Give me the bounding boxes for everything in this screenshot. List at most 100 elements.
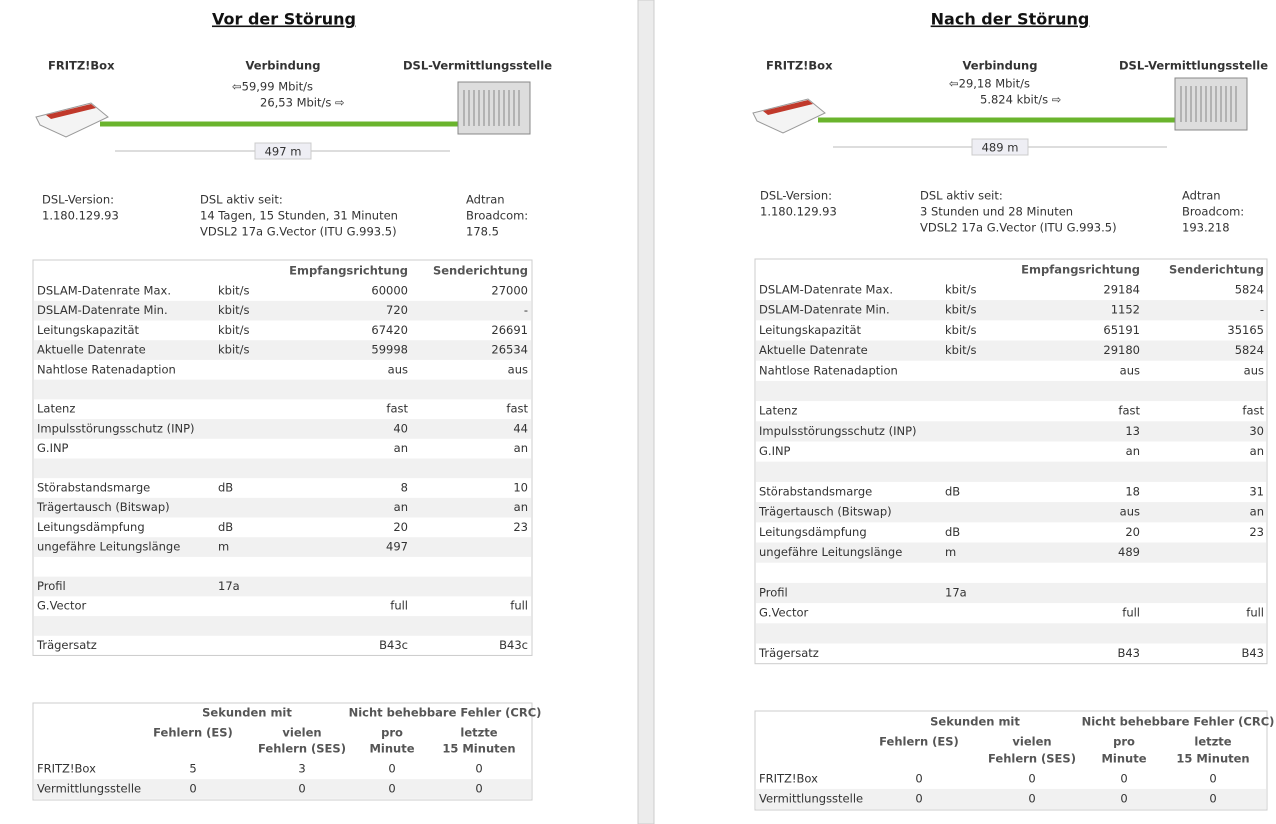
exchange-label: DSL-Vermittlungsstelle [1119,59,1268,73]
router-icon [752,98,826,134]
column-header: letzte [1194,735,1231,749]
info-text: Adtran [1182,189,1221,203]
column-header: vielen [1012,735,1051,749]
table-cell: kbit/s [945,283,977,297]
distance-box [254,142,312,160]
connection-label: Verbindung [246,59,321,73]
table-cell: Trägertausch (Bitswap) [758,505,892,519]
row-bg [34,340,531,360]
info-text: VDSL2 17a G.Vector (ITU G.993.5) [200,225,397,239]
table-cell: aus [508,362,528,376]
table-cell: aus [1120,363,1140,377]
column-header: Fehlern (ES) [879,735,959,749]
table-cell: fast [1242,404,1264,418]
table-cell: Latenz [759,404,797,418]
downstream-rate: ⇦59,99 Mbit/s [232,80,313,94]
table-cell: Trägersatz [758,646,819,660]
info-text: VDSL2 17a G.Vector (ITU G.993.5) [920,221,1117,235]
exchange-label: DSL-Vermittlungsstelle [403,59,552,73]
info-text: Adtran [466,193,505,207]
table-cell: an [514,500,528,514]
table-cell: 489 [1118,545,1140,559]
table-cell: full [1122,606,1140,620]
column-header: Senderichtung [1169,263,1264,277]
info-text: DSL aktiv seit: [920,189,1003,203]
table-cell: fast [1118,404,1140,418]
errors-cell: 0 [1209,772,1216,786]
group-header: Sekunden mit [202,706,292,720]
table-cell: aus [1120,505,1140,519]
column-header: pro [1113,735,1135,749]
row-bg [756,340,1266,361]
table-cell: dB [218,520,233,534]
errors-cell: 0 [189,782,196,796]
info-text: 3 Stunden und 28 Minuten [920,205,1073,219]
table-cell: 13 [1125,424,1140,438]
table-cell: 67420 [371,323,408,337]
table-cell: G.INP [759,444,791,458]
table-cell: 40 [393,421,408,435]
row-bg [34,576,531,597]
table-cell: Leitungskapazität [759,323,861,337]
upstream-rate: 26,53 Mbit/s ⇨ [260,96,345,110]
column-header: 15 Minuten [1176,752,1249,766]
errors-cell: Vermittlungsstelle [37,782,141,796]
row-bg [756,461,1266,482]
table-cell: G.Vector [37,599,86,613]
device-label: FRITZ!Box [48,59,115,73]
table-cell: m [945,545,956,559]
errors-cell: 0 [1028,792,1035,806]
errors-cell: 3 [298,762,305,776]
table-cell: full [1246,606,1264,620]
table-cell: an [394,500,408,514]
router-icon [35,102,109,138]
table-cell: 720 [386,303,408,317]
table-cell: 10 [513,481,528,495]
column-header: Fehlern (ES) [153,726,233,740]
table-cell: 5824 [1235,343,1264,357]
table-cell: 59998 [371,343,408,357]
table-cell: kbit/s [218,284,250,298]
row-bg [34,779,531,799]
panel-title: Nach der Störung [931,10,1090,29]
distance-label: 497 m [265,145,302,159]
row-bg [756,421,1266,442]
table-cell: 31 [1249,485,1264,499]
column-header: Empfangsrichtung [1021,263,1140,277]
table-cell: an [1250,444,1264,458]
table-cell: 5824 [1235,283,1264,297]
table-cell: DSLAM-Datenrate Min. [759,303,890,317]
errors-cell: 0 [388,762,395,776]
table-cell: an [514,441,528,455]
table-cell: full [390,599,408,613]
info-text: 178.5 [466,225,499,239]
upstream-rate: 5.824 kbit/s ⇨ [980,93,1062,107]
table-cell: aus [1244,363,1264,377]
table-cell: B43 [1117,646,1140,660]
info-text: 1.180.129.93 [760,205,837,219]
table-cell: 26691 [491,323,528,337]
table-cell: 20 [1125,525,1140,539]
info-text: 193.218 [1182,221,1230,235]
table-cell: kbit/s [945,343,977,357]
errors-cell: FRITZ!Box [759,772,818,786]
panel-title: Vor der Störung [212,10,356,29]
column-header: 15 Minuten [442,742,515,756]
table-cell: Leitungsdämpfung [759,525,867,539]
table-cell: aus [388,362,408,376]
router-stripe [763,100,813,115]
table-cell: an [1126,444,1140,458]
table-cell: 65191 [1103,323,1140,337]
row-bg [756,788,1266,810]
row-bg [756,582,1266,604]
table-cell: 17a [945,586,967,600]
table-cell: 26534 [491,343,528,357]
column-header: Minute [1101,752,1146,766]
table-cell: 23 [513,520,528,534]
table-cell: Latenz [37,402,75,416]
table-cell: - [524,303,528,317]
table-cell: 23 [1249,525,1264,539]
row-bg [34,458,531,479]
table-cell: kbit/s [945,323,977,337]
row-bg [756,380,1266,402]
